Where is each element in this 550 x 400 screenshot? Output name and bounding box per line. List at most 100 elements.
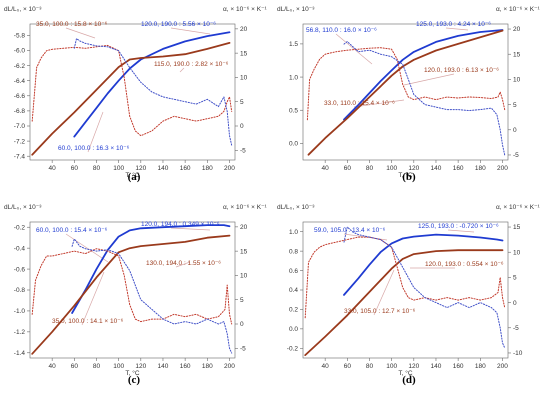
annotation-leader-line <box>65 233 109 263</box>
annotation-label: 35.0, 100.0 : 14.1 × 10⁻⁶ <box>52 318 124 325</box>
x-tick-label: 120 <box>408 363 419 370</box>
y-right-tick-label: 0 <box>240 321 244 328</box>
annotation-label: 33.0, 105.0 : 12.7 × 10⁻⁶ <box>344 308 416 315</box>
annotation-label: 120.0, 193.0 : 6.13 × 10⁻⁶ <box>424 67 499 74</box>
y-left-axis-label: dL/L₀, × 10⁻³ <box>4 6 42 13</box>
annotation-leader-line <box>170 27 211 35</box>
x-axis-label: T, °C <box>125 171 139 179</box>
expansion-curve-brown <box>307 29 504 156</box>
annotation-leader-line <box>65 27 96 39</box>
x-axis-label: T, °C <box>125 369 139 377</box>
x-tick-label: 200 <box>224 363 235 370</box>
y-right-tick-label: 15 <box>513 224 521 231</box>
x-tick-label: 60 <box>344 165 352 172</box>
annotation-leader-line <box>335 33 373 65</box>
x-tick-label: 100 <box>113 165 124 172</box>
x-tick-label: 60 <box>71 165 79 172</box>
y-right-tick-label: 10 <box>513 249 521 256</box>
x-tick-label: 180 <box>202 363 213 370</box>
x-tick-label: 100 <box>113 363 124 370</box>
y-left-tick-label: 1.0 <box>289 74 298 81</box>
annotation-label: 120.0, 194.0 : 0.349 × 10⁻⁶ <box>141 221 220 228</box>
expansion-curve-blue <box>71 224 231 314</box>
x-tick-label: 60 <box>71 363 79 370</box>
y-left-axis-label: dL/L₀, × 10⁻³ <box>4 204 42 211</box>
x-axis-label: T, °C <box>398 369 412 377</box>
annotation-label: 125.0, 193.0 : 4.24 × 10⁻⁶ <box>416 21 491 28</box>
annotation-leader-line <box>170 227 211 231</box>
y-left-tick-label: -0.8 <box>14 287 26 294</box>
annotation-label: 130.0, 194.0 : 1.55 × 10⁻⁶ <box>146 260 221 267</box>
y-right-tick-label: 0 <box>513 300 517 307</box>
y-left-axis-label: dL/L₀, × 10⁻³ <box>277 204 315 211</box>
expansion-curve-brown <box>31 234 231 355</box>
x-tick-label: 140 <box>431 165 442 172</box>
y-right-tick-label: 10 <box>240 75 248 82</box>
x-tick-label: 140 <box>158 165 169 172</box>
annotation-label: 33.0, 110.0 : 15.4 × 10⁻⁶ <box>324 100 395 107</box>
x-tick-label: 140 <box>158 363 169 370</box>
x-tick-label: 200 <box>497 165 508 172</box>
y-right-tick-label: -5 <box>240 147 246 154</box>
expansion-curve-blue <box>73 31 231 138</box>
chart-panel-1: 40 60 80 100 120 140 160 180 200-7.4-7.2-7.0-6.8… <box>4 6 267 183</box>
annotation-leader-line <box>87 111 104 153</box>
x-tick-label: 160 <box>180 165 191 172</box>
y-left-tick-label: -0.6 <box>14 266 26 273</box>
y-left-axis-label: dL/L₀, × 10⁻³ <box>277 6 315 13</box>
y-left-tick-label: 0.0 <box>289 326 298 333</box>
y-left-tick-label: -6.6 <box>14 93 26 100</box>
y-left-tick-label: -6.4 <box>14 78 26 85</box>
x-tick-label: 120 <box>408 165 419 172</box>
alpha-curve-blue <box>73 38 233 146</box>
x-tick-label: 100 <box>386 363 397 370</box>
x-tick-label: 40 <box>49 165 57 172</box>
y-left-tick-label: -6.8 <box>14 108 26 115</box>
y-left-tick-label: -1.0 <box>14 308 26 315</box>
panel-letter: (a) <box>128 171 141 183</box>
y-left-tick-label: 1.5 <box>289 41 298 48</box>
y-right-tick-label: 15 <box>240 50 248 57</box>
y-right-tick-label: 5 <box>240 297 244 304</box>
alpha-curve-blue <box>71 238 233 354</box>
y-right-tick-label: -10 <box>513 350 523 357</box>
alpha-curve-red <box>31 44 233 137</box>
y-left-tick-label: -6.2 <box>14 63 26 70</box>
x-tick-label: 40 <box>49 363 57 370</box>
annotation-leader-line <box>175 261 191 268</box>
x-tick-label: 120 <box>135 165 146 172</box>
annotation-label: 125.0, 193.0 : -0.720 × 10⁻⁶ <box>418 223 499 230</box>
y-right-tick-label: 20 <box>240 224 248 231</box>
y-left-tick-label: 0.6 <box>289 268 298 275</box>
y-right-tick-label: 20 <box>513 26 521 33</box>
y-right-tick-label: 5 <box>513 275 517 282</box>
annotation-leader-line <box>447 229 475 233</box>
x-tick-label: 180 <box>202 165 213 172</box>
annotation-leader-line <box>445 27 469 31</box>
x-tick-label: 200 <box>224 165 235 172</box>
plot-frame <box>302 23 509 161</box>
alpha-curve-blue <box>343 226 506 349</box>
y-right-tick-label: 10 <box>513 77 521 84</box>
y-right-tick-label: 5 <box>513 102 517 109</box>
x-tick-label: 100 <box>386 165 397 172</box>
y-left-tick-label: 0.4 <box>289 287 298 294</box>
x-tick-label: 80 <box>366 363 374 370</box>
x-tick-label: 120 <box>135 363 146 370</box>
annotation-label: 59.0, 105.0 : 13.4 × 10⁻⁶ <box>314 227 386 234</box>
x-tick-label: 180 <box>475 363 486 370</box>
panel-letter: (c) <box>128 374 141 386</box>
y-right-tick-label: -5 <box>513 325 519 332</box>
x-tick-label: 180 <box>475 165 486 172</box>
y-left-tick-label: 0.0 <box>289 141 298 148</box>
y-left-tick-label: 1.0 <box>289 229 298 236</box>
y-left-tick-label: 0.8 <box>289 248 298 255</box>
x-tick-label: 200 <box>497 363 508 370</box>
alpha-curve-red <box>304 236 506 319</box>
y-left-tick-label: -0.2 <box>287 345 299 352</box>
y-left-tick-label: -7.4 <box>14 153 26 160</box>
alpha-curve-red <box>31 248 233 325</box>
y-right-tick-label: 15 <box>513 51 521 58</box>
